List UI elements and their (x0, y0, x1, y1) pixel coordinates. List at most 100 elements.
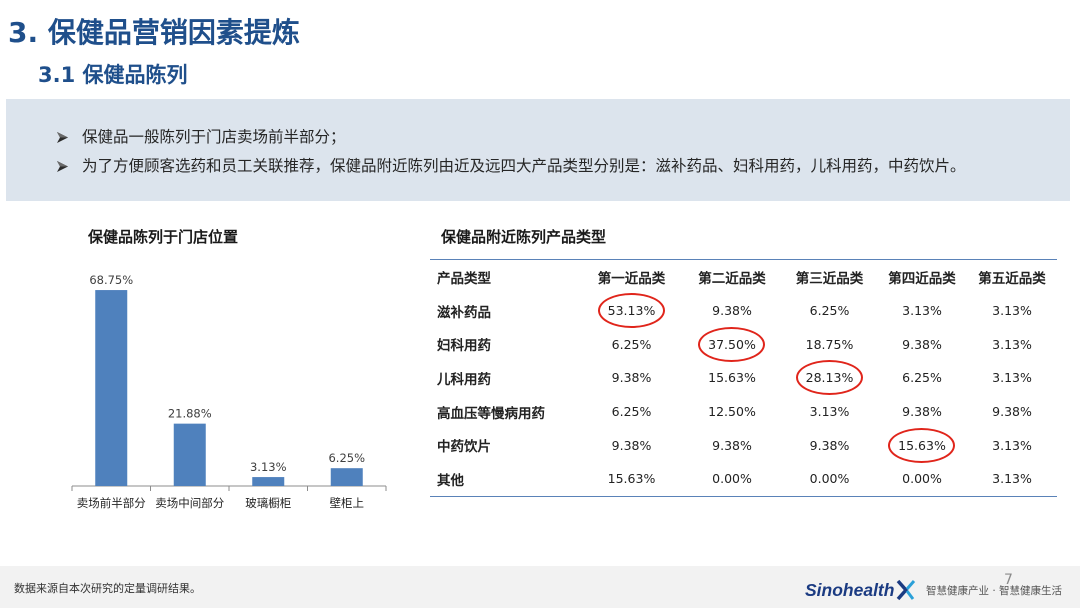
row-label: 滋补药品 (430, 294, 581, 328)
table-cell: 3.13% (877, 294, 967, 328)
column-header: 产品类型 (430, 260, 581, 294)
table-cell: 12.50% (682, 395, 782, 429)
table-title: 保健品附近陈列产品类型 (441, 228, 607, 246)
bar (173, 423, 206, 486)
table-row: 高血压等慢病用药 6.25% 12.50% 3.13% 9.38% 9.38% (430, 395, 1057, 429)
table-cell: 3.13% (967, 327, 1057, 361)
bar (95, 290, 128, 486)
table-cell: 18.75% (782, 327, 877, 361)
table-cell: 0.00% (877, 462, 967, 496)
table-cell: 9.38% (967, 395, 1057, 429)
row-label: 其他 (430, 462, 581, 496)
table-row: 儿科用药 9.38% 15.63% 28.13% 6.25% 3.13% (430, 360, 1057, 396)
table-cell: 9.38% (877, 327, 967, 361)
table-cell: 15.63% (581, 462, 682, 496)
table-cell: 3.13% (967, 361, 1057, 395)
row-label-text: 其他 (437, 472, 464, 489)
column-header: 第三近品类 (782, 260, 877, 294)
row-label: 中药饮片 (430, 428, 581, 462)
table-cell: 9.38% (581, 361, 682, 395)
column-header-text: 第五近品类 (978, 270, 1046, 287)
table-cell: 6.25% (782, 294, 877, 328)
product-type-table: 产品类型 第一近品类 第二近品类 第三近品类 第四近品类 第五近品类 滋补药品 53.13% 9… (430, 259, 1057, 497)
tagline: 智慧健康产业 · 智慧健康生活 (926, 585, 1063, 597)
row-label-text: 中药饮片 (437, 439, 491, 456)
row-label-text: 高血压等慢病用药 (437, 405, 545, 422)
column-header: 第五近品类 (967, 260, 1057, 294)
bullet-list: 保健品一般陈列于门店卖场前半部分； 为了方便顾客选药和员工关联推荐，保健品附近陈… (56, 123, 966, 181)
table-cell: 9.38% (877, 395, 967, 429)
highlight-circle (698, 326, 765, 362)
table-cell-text: 3.13% (992, 437, 1032, 453)
bar (330, 468, 363, 486)
highlight-circle (597, 293, 665, 329)
bullet-text: 保健品一般陈列于门店卖场前半部分； (82, 128, 346, 146)
table-cell-text: 3.13% (902, 303, 942, 319)
arrowhead-bullet-icon (57, 161, 68, 172)
table-cell: 3.13% (967, 294, 1057, 328)
column-header-text: 第一近品类 (597, 270, 666, 287)
table-cell: 9.38% (782, 428, 877, 462)
table-cell-text: 6.25% (902, 370, 942, 386)
bar-value-label: 6.25% (328, 451, 365, 465)
table-cell: 9.38% (581, 428, 682, 462)
table-cell: 3.13% (782, 395, 877, 429)
table-cell-text: 9.38% (712, 303, 752, 319)
table-cell: 15.63% (877, 427, 967, 463)
bar-chart-svg: 68.75% 卖场前半部分 21.88% 卖场中间部分 3.13% 玻璃橱柜 6.25% 壁柜… (71, 273, 387, 510)
row-label-text: 儿科用药 (437, 371, 491, 388)
table-cell-text: 6.25% (611, 336, 652, 352)
table-cell: 3.13% (967, 462, 1057, 496)
row-label: 妇科用药 (430, 327, 581, 361)
column-header-text: 第四近品类 (888, 270, 956, 287)
bullet-item: 为了方便顾客选药和员工关联推荐，保健品附近陈列由近及远四大产品类型分别是：滋补药… (56, 152, 966, 181)
table-cell-text: 9.38% (712, 437, 752, 453)
arrowhead-bullet-icon (57, 132, 68, 143)
table-cell-text: 3.13% (992, 336, 1032, 352)
column-header: 第一近品类 (581, 260, 682, 294)
logo-x-mark-icon (896, 579, 916, 601)
table-cell: 53.13% (581, 293, 682, 329)
x-tick-label: 壁柜上 (330, 496, 365, 510)
footer: 数据来源自本次研究的定量调研结果。 Sinohealth 智慧健康产业 · 智慧… (0, 566, 1080, 608)
table-header-row: 产品类型 第一近品类 第二近品类 第三近品类 第四近品类 第五近品类 (430, 260, 1057, 294)
row-label: 儿科用药 (430, 361, 581, 395)
table-cell: 3.13% (967, 428, 1057, 462)
table-cell-text: 0.00% (902, 471, 942, 487)
table-cell-text: 9.38% (809, 437, 850, 453)
source-note: 数据来源自本次研究的定量调研结果。 (14, 582, 201, 595)
table-row: 滋补药品 53.13% 9.38% 6.25% 3.13% 3.13% (430, 293, 1057, 329)
table-cell: 28.13% (782, 360, 877, 396)
bar-value-label: 68.75% (89, 273, 133, 287)
bullet-item: 保健品一般陈列于门店卖场前半部分； (56, 123, 966, 152)
column-header-text: 第三近品类 (795, 270, 864, 287)
table-cell: 6.25% (877, 361, 967, 395)
table-cell-text: 6.25% (611, 404, 652, 420)
highlight-circle (795, 360, 863, 396)
table-cell-text: 3.13% (992, 303, 1032, 319)
slide-title: 3. 保健品营销因素提炼 (8, 16, 300, 49)
table-cell: 0.00% (782, 462, 877, 496)
x-tick-label: 玻璃橱柜 (245, 496, 291, 510)
table-cell-text: 9.38% (902, 336, 942, 352)
row-label-text: 妇科用药 (437, 338, 491, 355)
table-row: 妇科用药 6.25% 37.50% 18.75% 9.38% 3.13% (430, 326, 1057, 362)
table-cell: 15.63% (682, 361, 782, 395)
table-cell-text: 3.13% (809, 404, 850, 420)
table-cell-text: 9.38% (992, 404, 1032, 420)
row-label-text: 滋补药品 (437, 304, 491, 321)
bar-value-label: 3.13% (250, 460, 287, 474)
table-cell-text: 18.75% (805, 336, 854, 352)
table-cell-text: 9.38% (902, 404, 942, 420)
table-row: 其他 15.63% 0.00% 0.00% 0.00% 3.13% (430, 462, 1057, 496)
table-row: 中药饮片 9.38% 9.38% 9.38% 15.63% 3.13% (430, 427, 1057, 463)
logo-wordmark: Sinohealth (805, 580, 895, 600)
table-cell: 6.25% (581, 327, 682, 361)
section-subtitle: 3.1 保健品陈列 (38, 63, 188, 87)
summary-panel: 保健品一般陈列于门店卖场前半部分； 为了方便顾客选药和员工关联推荐，保健品附近陈… (6, 99, 1070, 201)
bar (252, 477, 285, 486)
column-header: 第四近品类 (877, 260, 967, 294)
table-cell-text: 9.38% (611, 437, 652, 453)
table-cell-text: 12.50% (708, 404, 756, 420)
column-header-text: 产品类型 (437, 270, 491, 287)
